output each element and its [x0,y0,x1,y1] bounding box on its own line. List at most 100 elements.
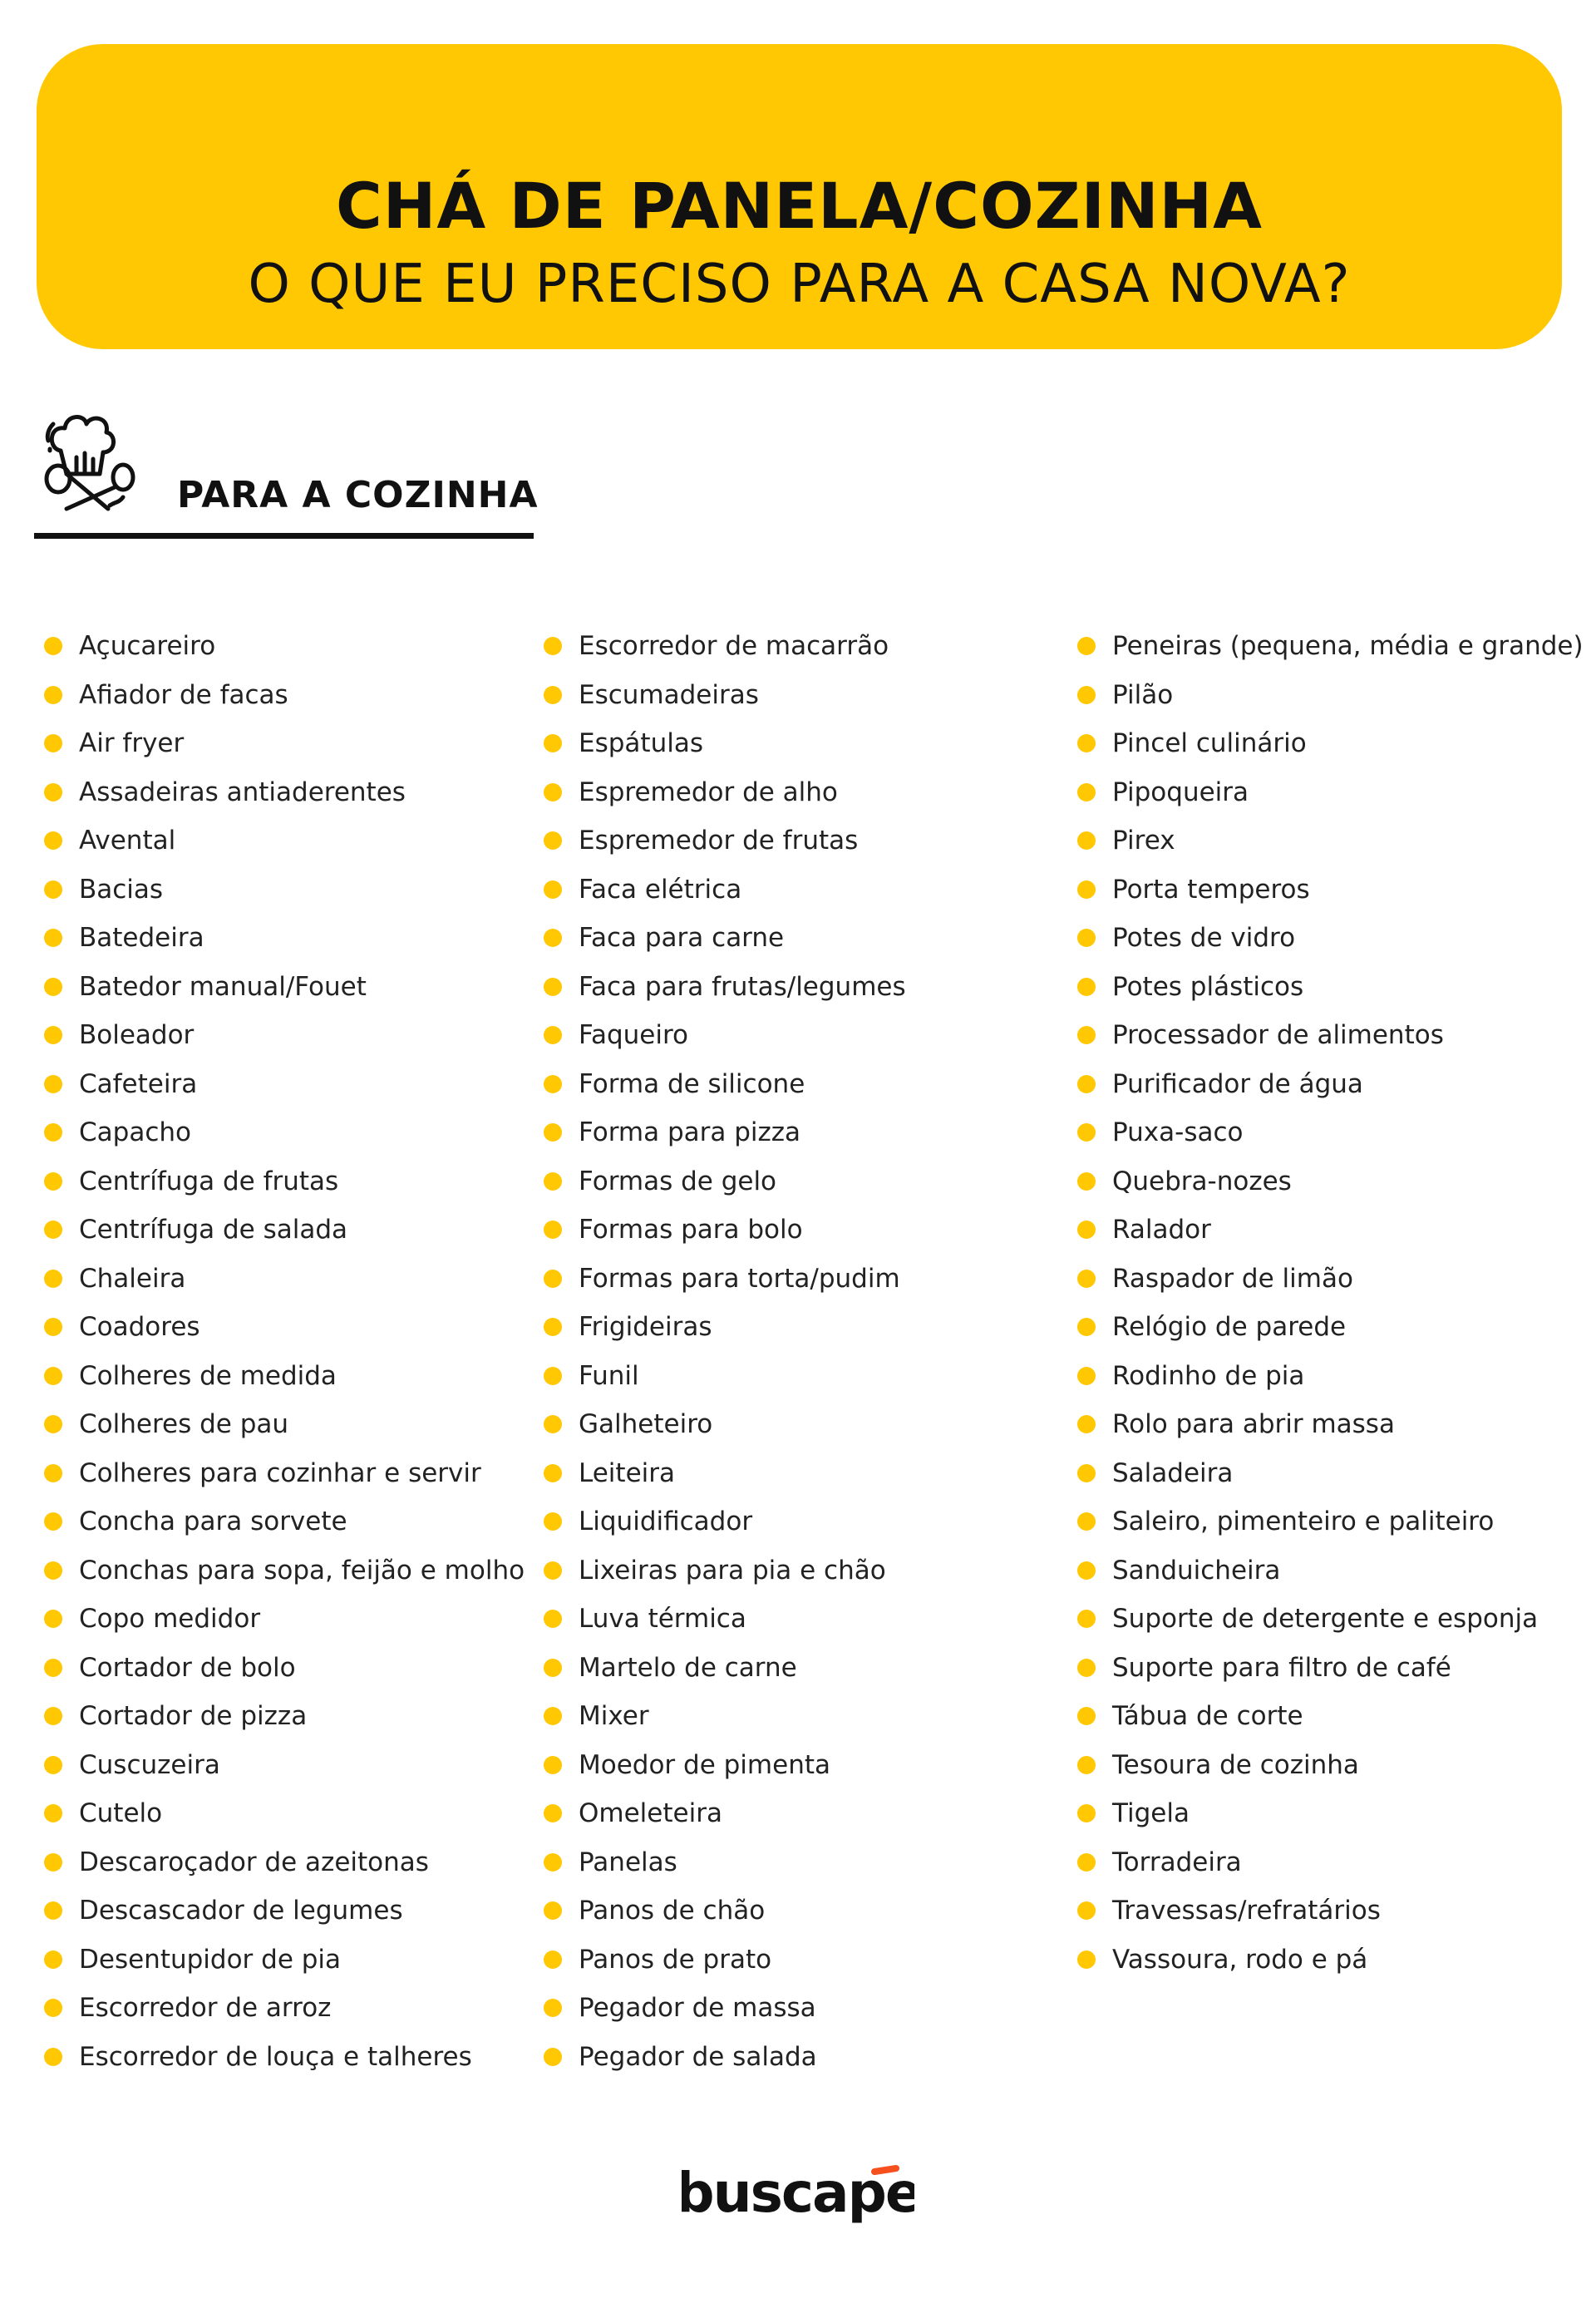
list-item: Suporte para filtro de café [1077,1644,1584,1693]
list-item: Tesoura de cozinha [1077,1741,1584,1790]
list-item: Coadores [44,1303,525,1352]
list-item-label: Travessas/refratários [1112,1896,1381,1926]
bullet-icon [44,1901,62,1921]
list-item-label: Pegador de salada [579,2041,817,2072]
bullet-icon [1077,1366,1096,1385]
bullet-icon [544,1415,562,1434]
list-item: Faca para frutas/legumes [544,963,906,1012]
bullet-icon [1077,1318,1096,1337]
bullet-icon [44,1707,62,1726]
list-item: Panos de chão [544,1886,906,1936]
list-item: Descascador de legumes [44,1886,525,1936]
bullet-icon [44,831,62,851]
bullet-icon [44,1610,62,1629]
list-item: Mixer [544,1692,906,1741]
list-item-label: Bacias [79,874,164,905]
list-item: Cortador de pizza [44,1692,525,1741]
list-item-label: Capacho [79,1117,191,1148]
list-item: Vassoura, rodo e pá [1077,1936,1584,1985]
list-item: Funil [544,1352,906,1401]
bullet-icon [44,1171,62,1191]
list-item: Formas de gelo [544,1157,906,1206]
list-item: Batedeira [44,914,525,963]
list-item: Capacho [44,1108,525,1157]
list-item: Relógio de parede [1077,1303,1584,1352]
bullet-icon [1077,1512,1096,1531]
list-item: Colheres de pau [44,1400,525,1449]
list-item: Saleiro, pimenteiro e paliteiro [1077,1497,1584,1546]
list-item-label: Espremedor de alho [579,777,838,807]
bullet-icon [44,1950,62,1969]
list-item: Bacias [44,866,525,915]
list-item: Pincel culinário [1077,719,1584,768]
list-item-label: Funil [579,1360,639,1391]
list-item: Puxa-saco [1077,1108,1584,1157]
list-item-label: Afiador de facas [79,679,288,710]
list-item: Colheres para cozinhar e servir [44,1449,525,1498]
bullet-icon [544,1074,562,1093]
list-item: Espremedor de frutas [544,816,906,866]
list-item-label: Cuscuzeira [79,1749,220,1780]
list-item: Martelo de carne [544,1644,906,1693]
list-item: Pegador de massa [544,1984,906,2033]
list-item: Forma para pizza [544,1108,906,1157]
list-item: Faca elétrica [544,866,906,915]
list-item: Quebra-nozes [1077,1157,1584,1206]
list-item-label: Air fryer [79,728,185,759]
list-item-label: Pilão [1112,679,1174,710]
bullet-icon [544,1366,562,1385]
bullet-icon [1077,1074,1096,1093]
bullet-icon [1077,1755,1096,1774]
list-item-label: Escorredor de louça e talheres [79,2041,472,2072]
checklist-column-1: Açucareiro Afiador de facas Air fryer Assad… [44,622,525,2081]
bullet-icon [44,1221,62,1240]
bullet-icon [44,1658,62,1677]
list-item-label: Desentupidor de pia [79,1944,342,1975]
bullet-icon [544,1318,562,1337]
bullet-icon [44,1804,62,1823]
list-item-label: Potes de vidro [1112,923,1296,954]
list-item: Descaroçador de azeitonas [44,1838,525,1887]
list-item-label: Formas de gelo [579,1166,777,1196]
bullet-icon [1077,1171,1096,1191]
list-item: Porta temperos [1077,866,1584,915]
bullet-icon [1077,1852,1096,1872]
list-item-label: Escorredor de macarrão [579,631,889,662]
list-item-label: Suporte de detergente e esponja [1112,1604,1539,1635]
list-item: Pipoqueira [1077,768,1584,817]
list-item-label: Espátulas [579,728,703,759]
list-item: Galheteiro [544,1400,906,1449]
bullet-icon [44,1512,62,1531]
bullet-icon [1077,685,1096,704]
bullet-icon [544,880,562,899]
list-item-label: Tesoura de cozinha [1112,1749,1359,1780]
list-item-label: Faca elétrica [579,874,742,905]
list-item-label: Avental [79,826,176,856]
bullet-icon [544,977,562,996]
bullet-icon [544,1852,562,1872]
bullet-icon [1077,1610,1096,1629]
list-item-label: Cafeteira [79,1068,198,1099]
list-item-label: Panos de prato [579,1944,772,1975]
bullet-icon [1077,1221,1096,1240]
list-item-label: Centrífuga de salada [79,1215,348,1245]
bullet-icon [1077,1561,1096,1580]
list-item: Desentupidor de pia [44,1936,525,1985]
list-item-label: Faca para carne [579,923,785,954]
bullet-icon [544,929,562,948]
list-item-label: Luva térmica [579,1604,746,1635]
list-item-label: Escorredor de arroz [79,1993,332,2024]
header-banner: CHÁ DE PANELA/COZINHA O QUE EU PRECISO P… [37,44,1562,349]
list-item: Espremedor de alho [544,768,906,817]
bullet-icon [44,1463,62,1482]
chef-hat-spoons-icon [44,415,135,511]
list-item: Centrífuga de frutas [44,1157,525,1206]
list-item: Omeleteira [544,1789,906,1838]
list-item: Moedor de pimenta [544,1741,906,1790]
list-item: Formas para torta/pudim [544,1255,906,1304]
list-item: Pilão [1077,671,1584,720]
list-item-label: Peneiras (pequena, média e grande) [1112,631,1584,662]
list-item-label: Vassoura, rodo e pá [1112,1944,1368,1975]
list-item-label: Leiteira [579,1457,675,1488]
list-item-label: Frigideiras [579,1312,712,1343]
